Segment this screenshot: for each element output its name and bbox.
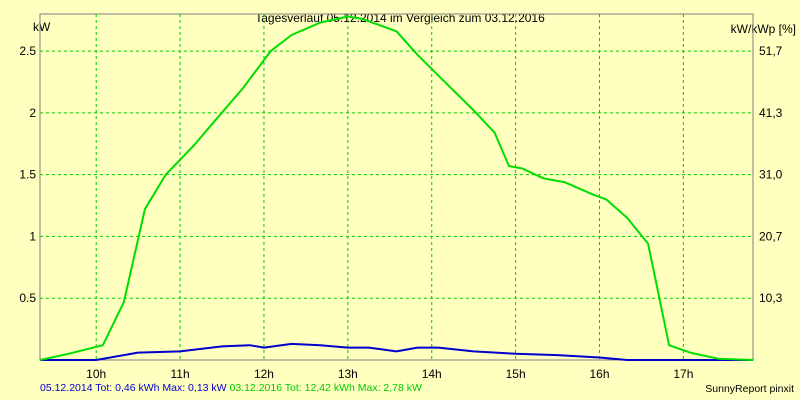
y-tick-label-left: 2.5	[19, 44, 36, 58]
chart-title: Tagesverlauf 05.12.2014 im Vergleich zum…	[255, 11, 545, 25]
y-axis-left-label: kW	[33, 20, 51, 34]
x-tick-label: 11h	[171, 367, 190, 381]
series-line-2	[39, 15, 754, 361]
y-tick-label-right: 41,3	[759, 106, 783, 120]
series-line-1	[40, 342, 753, 361]
y-tick-label-right: 10,3	[759, 291, 783, 305]
y-tick-label-left: 1	[29, 229, 36, 243]
y-tick-label-left: 0.5	[19, 291, 36, 305]
y-tick-label-right: 31,0	[759, 168, 783, 182]
footer-summary: 05.12.2014 Tot: 0,46 kWh Max: 0,13 kW 03…	[40, 382, 422, 394]
x-tick-label: 14h	[422, 367, 442, 381]
x-tick-label: 12h	[254, 367, 274, 381]
footer-series-2: 03.12.2016 Tot: 12,42 kWh Max: 2,78 kW	[229, 382, 422, 394]
y-axis-right-label: kW/kWp [%]	[731, 22, 796, 36]
y-tick-label-left: 2	[29, 106, 36, 120]
plot-area: 10h 11h 12h 13h 14h 15h 16h 17h 0.5 10,3 1 20,7 1.5 3…	[19, 13, 783, 381]
x-tick-label: 17h	[673, 367, 693, 381]
footer-credit: SunnyReport pinxit	[705, 383, 794, 395]
y-tick-label-right: 51,7	[759, 44, 783, 58]
plot-frame	[39, 13, 754, 361]
x-tick-label: 16h	[589, 367, 609, 381]
footer-series-1: 05.12.2014 Tot: 0,46 kWh Max: 0,13 kW	[40, 382, 227, 394]
x-tick-label: 13h	[338, 367, 358, 381]
x-tick-label: 15h	[506, 367, 526, 381]
x-tick-label: 10h	[86, 367, 106, 381]
y-tick-label-left: 1.5	[19, 168, 36, 182]
y-tick-label-right: 20,7	[759, 229, 783, 243]
